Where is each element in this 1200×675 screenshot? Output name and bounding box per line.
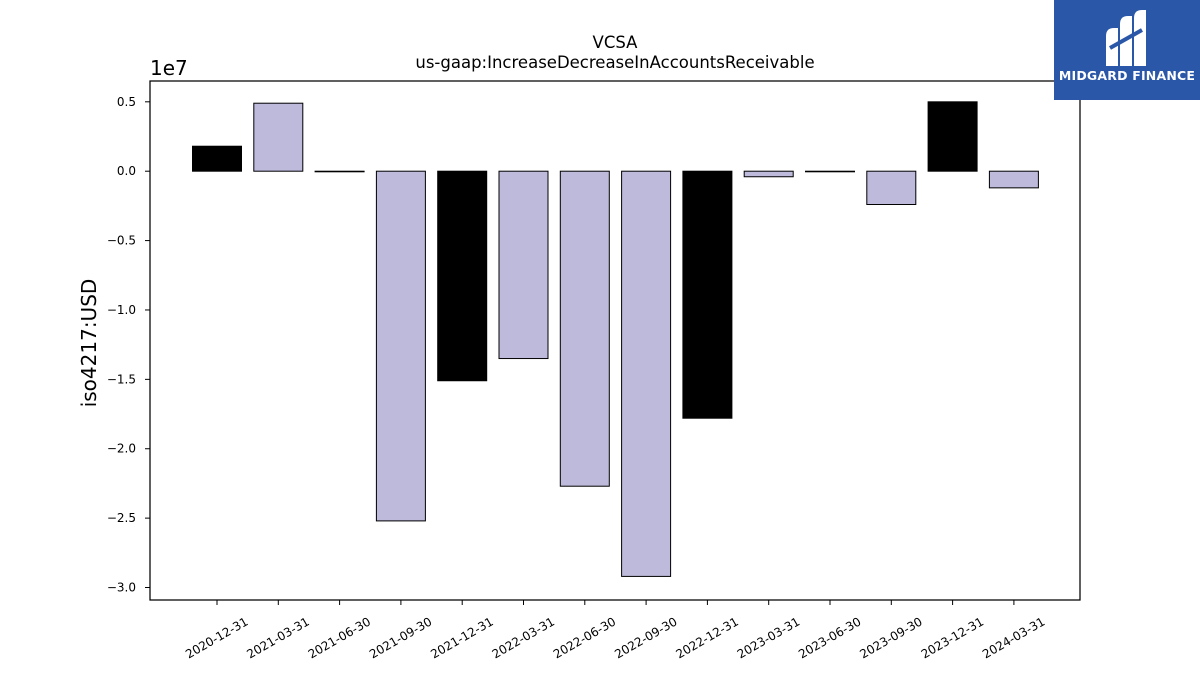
y-tick-label: −0.5 bbox=[107, 234, 136, 248]
x-tick-label: 2021-12-31 bbox=[428, 614, 495, 661]
y-tick-label: −3.0 bbox=[107, 581, 136, 595]
bar-2023-09-30 bbox=[866, 170, 917, 206]
y-tick-label: −2.0 bbox=[107, 442, 136, 456]
bar-2020-12-31 bbox=[192, 145, 242, 172]
x-tick-label: 2023-06-30 bbox=[796, 614, 863, 661]
brand-logo: MIDGARD FINANCE bbox=[1054, 0, 1200, 100]
bar-2021-09-30 bbox=[375, 170, 426, 522]
x-tick-label: 2021-06-30 bbox=[306, 614, 373, 661]
y-tick-label: 0.0 bbox=[117, 164, 136, 178]
bars-group bbox=[192, 101, 1039, 577]
y-tick-label: −2.5 bbox=[107, 511, 136, 525]
x-tick-label: 2021-03-31 bbox=[244, 614, 311, 661]
bar-2022-06-30 bbox=[559, 170, 610, 487]
x-tick-label: 2020-12-31 bbox=[183, 614, 250, 661]
chart-title: VCSA bbox=[593, 33, 639, 52]
x-tick-label: 2022-09-30 bbox=[612, 614, 679, 661]
x-ticks-group: 2020-12-312021-03-312021-06-302021-09-30… bbox=[183, 600, 1047, 661]
bar-2021-06-30 bbox=[314, 170, 365, 173]
x-tick-label: 2022-12-31 bbox=[673, 614, 740, 661]
bar-2021-03-31 bbox=[253, 102, 304, 172]
bar-2024-03-31 bbox=[988, 170, 1039, 189]
x-tick-label: 2024-03-31 bbox=[980, 614, 1047, 661]
chart-subtitle: us-gaap:IncreaseDecreaseInAccountsReceiv… bbox=[415, 53, 814, 72]
y-ticks-group: 0.5 0.0 −0.5 −1.0 −1.5 −2.0 −2.5 −3.0 bbox=[107, 95, 150, 595]
x-tick-label: 2023-09-30 bbox=[857, 614, 924, 661]
x-tick-label: 2022-06-30 bbox=[551, 614, 618, 661]
x-tick-label: 2023-03-31 bbox=[735, 614, 802, 661]
x-tick-label: 2021-09-30 bbox=[367, 614, 434, 661]
plot-frame bbox=[149, 80, 1081, 601]
bar-2022-12-31 bbox=[682, 170, 733, 419]
bar-2023-12-31 bbox=[927, 101, 978, 172]
y-offset-label: 1e7 bbox=[150, 56, 188, 80]
bar-2023-06-30 bbox=[805, 170, 855, 173]
y-axis-label: iso4217:USD bbox=[77, 279, 101, 408]
bar-2022-09-30 bbox=[621, 170, 672, 577]
y-tick-label: −1.5 bbox=[107, 372, 136, 386]
x-tick-label: 2022-03-31 bbox=[490, 614, 557, 661]
x-tick-label: 2023-12-31 bbox=[919, 614, 986, 661]
bar-2023-03-31 bbox=[743, 170, 794, 178]
y-tick-label: 0.5 bbox=[117, 95, 136, 109]
bar-2022-03-31 bbox=[498, 170, 549, 360]
logo-text: MIDGARD FINANCE bbox=[1058, 68, 1196, 83]
y-tick-label: −1.0 bbox=[107, 303, 136, 317]
midgard-logo-icon bbox=[1106, 10, 1146, 66]
bar-2021-12-31 bbox=[437, 170, 488, 382]
